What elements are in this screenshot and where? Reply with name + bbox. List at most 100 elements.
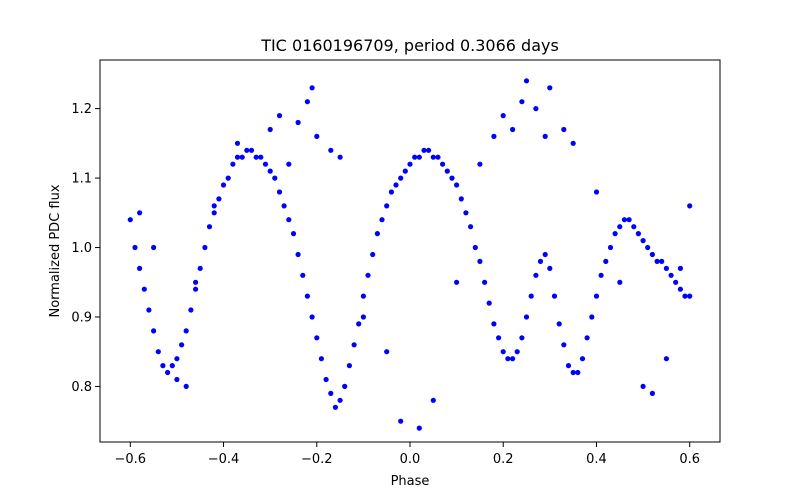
x-axis-label: Phase [391,474,430,489]
data-point [309,85,315,91]
data-point [337,397,343,403]
data-point [253,154,259,160]
data-point [267,168,273,174]
data-point [216,196,222,202]
data-point [584,335,590,341]
y-tick-label: 0.8 [71,380,92,395]
data-point [449,175,455,181]
data-point [183,328,189,334]
data-point [444,168,450,174]
y-tick-label: 1.2 [71,102,92,117]
data-point [482,279,488,285]
data-point [435,154,441,160]
data-point [234,154,241,160]
data-point [547,265,553,271]
data-point [472,244,478,251]
data-point [593,189,600,195]
data-point [360,293,366,299]
data-point [649,390,656,396]
chart-title: TIC 0160196709, period 0.3066 days [260,36,559,55]
data-point [477,258,483,264]
data-point [206,224,213,230]
data-point [179,342,185,348]
data-point [151,328,157,334]
data-point [519,99,525,105]
data-point [621,217,628,223]
data-point [500,349,506,355]
data-point [248,147,255,153]
data-point [579,356,586,362]
data-point [426,147,432,153]
data-point [402,168,408,174]
x-tick-label: −0.6 [115,452,147,467]
data-point [416,154,422,160]
data-point [491,133,497,139]
data-point [141,286,147,292]
data-point [309,314,315,320]
data-point [356,321,362,327]
data-point [519,335,525,341]
data-point [640,238,646,244]
data-point [286,161,292,167]
x-tick-label: 0.0 [400,452,421,467]
data-point [388,189,394,195]
data-point [454,182,460,188]
data-point [514,349,520,355]
data-point [509,126,516,133]
data-point [151,244,157,251]
x-axis-ticks: −0.6 −0.4 −0.2 0.0 0.2 0.4 0.6 [115,442,700,467]
data-point [262,161,269,167]
x-tick-label: −0.2 [301,452,333,467]
data-point [687,293,693,299]
data-point [342,383,348,389]
y-tick-label: 1.1 [71,172,92,187]
data-point [188,307,194,313]
data-point [612,231,618,237]
data-point [258,154,264,160]
data-point [607,244,614,251]
data-point [225,175,231,181]
data-point [398,175,404,181]
data-point [337,154,343,160]
data-point [663,265,670,271]
data-point [631,224,637,230]
data-point [393,182,399,188]
data-point [491,321,497,327]
data-point [220,182,227,188]
data-point [193,279,199,285]
data-point [542,133,548,139]
data-point [346,363,352,369]
data-point [533,272,539,278]
data-points [127,78,693,431]
data-point [276,113,283,119]
data-point [127,217,133,223]
data-point [267,126,273,133]
data-point [635,231,642,237]
y-tick-label: 1.0 [71,241,92,256]
data-point [244,147,250,153]
y-tick-label: 0.9 [71,310,92,325]
data-point [589,314,595,320]
data-point [211,203,217,209]
data-point [197,265,203,271]
data-point [295,119,301,126]
data-point [160,363,166,369]
data-point [332,404,338,410]
data-point [379,217,385,223]
data-point [276,189,283,195]
data-point [202,244,208,251]
data-point [617,279,623,285]
data-point [645,244,651,251]
data-point [398,418,404,424]
data-point [300,272,306,278]
x-tick-label: −0.4 [208,452,240,467]
data-point [328,147,334,153]
data-point [193,286,199,292]
data-point [318,356,324,362]
data-point [523,314,530,320]
data-point [295,251,301,258]
data-point [468,224,474,230]
data-point [561,342,567,348]
data-point [537,258,544,264]
data-point [137,265,143,271]
